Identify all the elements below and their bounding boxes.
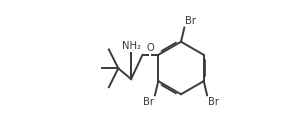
Text: Br: Br — [185, 16, 196, 26]
Text: Br: Br — [143, 97, 154, 107]
Text: NH₂: NH₂ — [121, 41, 140, 51]
Text: O: O — [147, 43, 155, 53]
Text: Br: Br — [208, 97, 219, 107]
